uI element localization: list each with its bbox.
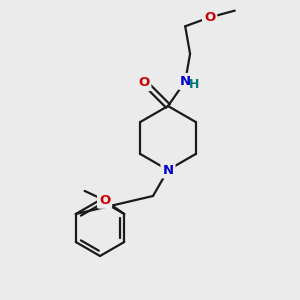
Text: H: H — [189, 78, 200, 91]
Text: N: N — [180, 75, 191, 88]
Text: O: O — [204, 11, 215, 24]
Text: N: N — [162, 164, 174, 176]
Text: O: O — [99, 194, 110, 207]
Text: O: O — [138, 76, 149, 89]
